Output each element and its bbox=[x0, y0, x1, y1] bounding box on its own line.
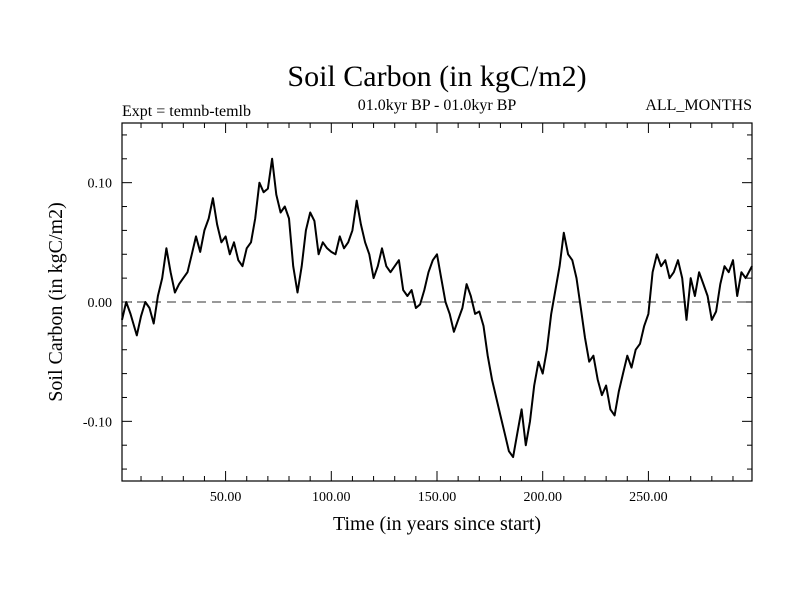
plot-frame bbox=[121, 122, 753, 482]
y-tick-label: -0.10 bbox=[83, 415, 112, 430]
x-tick-label: 150.00 bbox=[418, 490, 457, 505]
chart-subtitle: 01.0kyr BP - 01.0kyr BP bbox=[358, 97, 517, 114]
series-line-soil-carbon bbox=[121, 157, 753, 459]
axes: 50.00 100.00 150.00 200.00 250.00 -0.10 0.00 0.… bbox=[83, 123, 752, 505]
y-tick-label: 0.10 bbox=[88, 177, 113, 192]
expt-label: Expt = temnb-temlb bbox=[122, 103, 251, 120]
x-axis-label: Time (in years since start) bbox=[333, 513, 541, 535]
months-label: ALL_MONTHS bbox=[645, 97, 752, 114]
y-axis-label: Soil Carbon (in kgC/m2) bbox=[45, 202, 67, 401]
x-tick-label: 100.00 bbox=[312, 490, 351, 505]
x-tick-label: 250.00 bbox=[629, 490, 668, 505]
y-tick-label: 0.00 bbox=[88, 296, 113, 311]
x-tick-label: 50.00 bbox=[210, 490, 242, 505]
chart-title: Soil Carbon (in kgC/m2) bbox=[287, 60, 586, 93]
data-series bbox=[121, 157, 753, 459]
x-tick-label: 200.00 bbox=[523, 490, 562, 505]
